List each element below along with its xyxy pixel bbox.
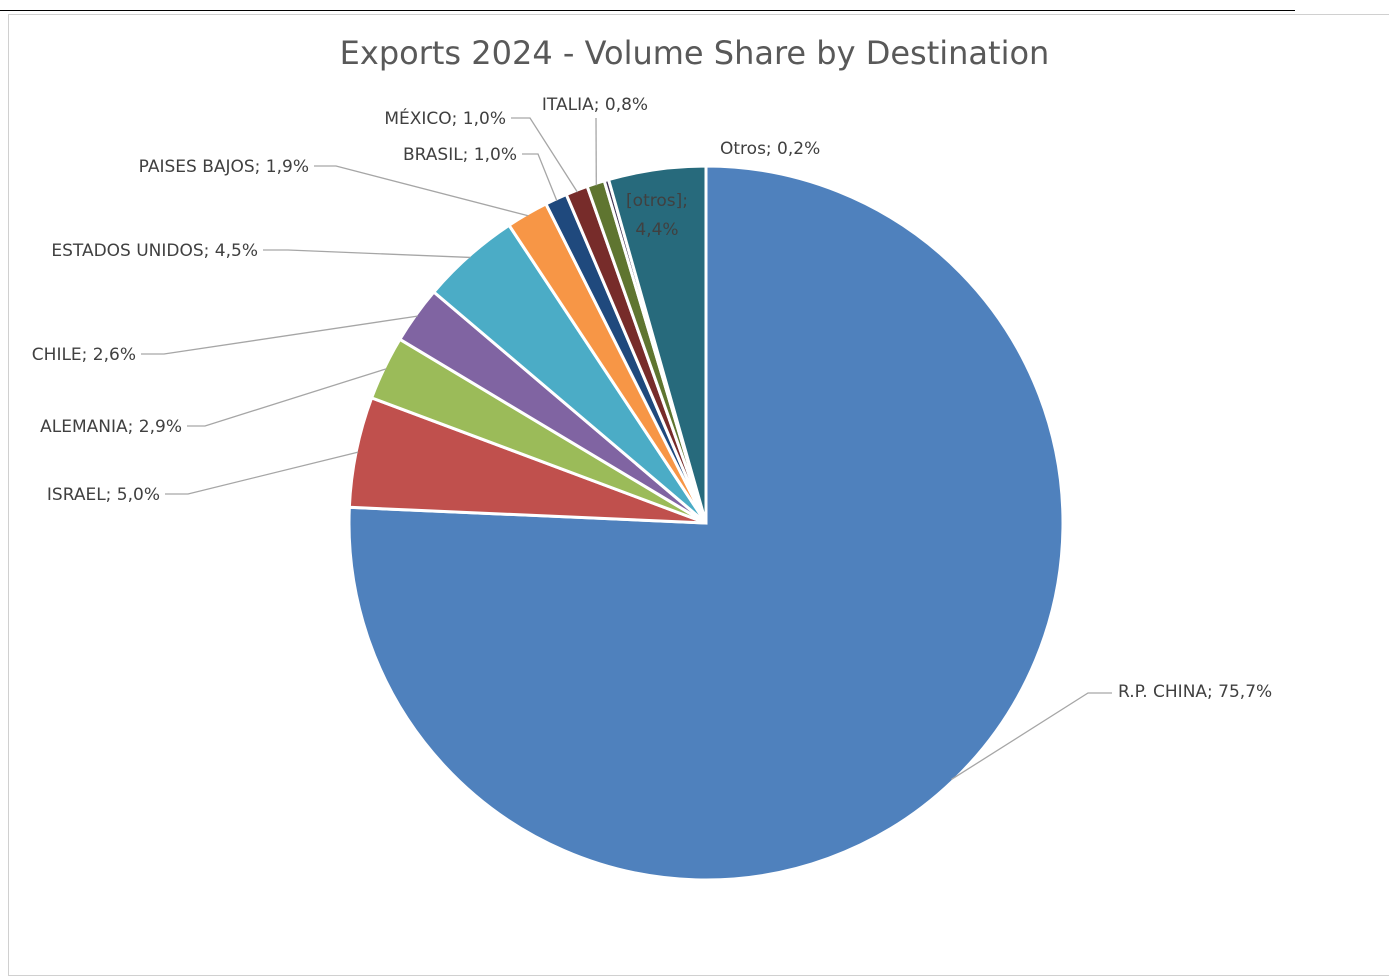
data-label: ALEMANIA; 2,9%: [40, 417, 182, 437]
data-label: MÉXICO; 1,0%: [384, 107, 506, 129]
leader-line: [141, 316, 417, 354]
data-label: ISRAEL; 5,0%: [47, 485, 160, 505]
data-label: CHILE; 2,6%: [32, 345, 136, 365]
data-label: ESTADOS UNIDOS; 4,5%: [51, 241, 258, 261]
data-label: ITALIA; 0,8%: [542, 95, 648, 115]
leader-line: [511, 118, 577, 192]
data-label: BRASIL; 1,0%: [403, 145, 517, 165]
data-label: Otros; 0,2%: [720, 139, 820, 159]
data-label: R.P. CHINA; 75,7%: [1118, 682, 1272, 702]
leader-line: [187, 369, 386, 426]
leader-line: [522, 154, 557, 201]
leader-line: [165, 452, 358, 494]
data-label: PAISES BAJOS; 1,9%: [139, 157, 309, 177]
leader-line: [263, 250, 470, 257]
leader-line: [314, 166, 528, 216]
